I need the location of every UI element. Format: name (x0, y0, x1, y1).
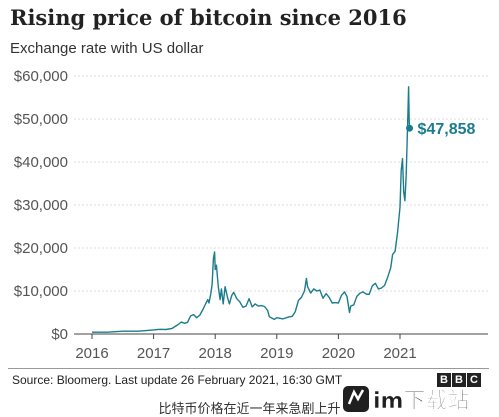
price-series-line (92, 86, 411, 333)
bbc-logo-letter: B (437, 373, 451, 387)
watermark-logo: im下载站 (343, 386, 470, 414)
bbc-logo: B B C (437, 373, 481, 387)
y-tick-label: $0 (51, 326, 68, 343)
chart-subtitle: Exchange rate with US dollar (10, 40, 204, 57)
y-tick-label: $60,000 (14, 68, 68, 85)
bbc-logo-letter: B (452, 373, 466, 387)
x-tick-label: 2018 (199, 345, 232, 362)
latest-price-point (406, 124, 414, 132)
y-tick-label: $10,000 (14, 283, 68, 300)
y-tick-label: $40,000 (14, 154, 68, 171)
x-tick-label: 2016 (75, 345, 108, 362)
y-tick-label: $20,000 (14, 240, 68, 257)
image-caption: 比特币价格在近一年来急剧上升 (158, 402, 341, 417)
y-tick-label: $30,000 (14, 197, 68, 214)
chart-title: Rising price of bitcoin since 2016 (10, 5, 407, 30)
bbc-logo-letter: C (467, 373, 481, 387)
x-tick-label: 2019 (260, 345, 293, 362)
x-tick-label: 2020 (322, 345, 355, 362)
y-tick-label: $50,000 (14, 111, 68, 128)
x-tick-label: 2021 (383, 345, 416, 362)
svg-text:im下载站: im下载站 (373, 388, 469, 414)
x-tick-label: 2017 (137, 345, 170, 362)
source-note: Source: Bloomerg. Last update 26 Februar… (12, 373, 343, 387)
latest-price-label: $47,858 (418, 121, 476, 138)
footer-divider (8, 368, 489, 369)
